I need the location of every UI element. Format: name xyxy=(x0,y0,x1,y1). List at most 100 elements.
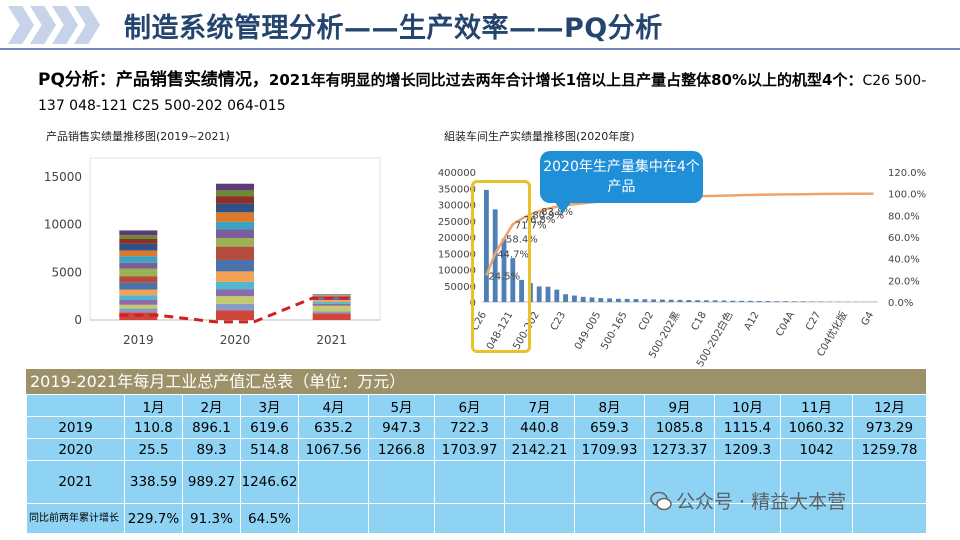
table-row: 同比前两年累计增长 229.7% 91.3% 64.5% xyxy=(26,503,927,534)
y-right-tick-label: 0.0% xyxy=(888,298,913,309)
pareto-bar xyxy=(554,289,560,302)
pareto-bar xyxy=(668,299,674,302)
month-header: 8月 xyxy=(574,394,645,417)
pareto-bar xyxy=(607,298,613,302)
table-cell: 947.3 xyxy=(368,416,435,439)
y-tick-label: 10000 xyxy=(44,218,82,232)
pareto-bar xyxy=(563,294,569,302)
callout-bubble: 2020年生产量集中在4个产品 xyxy=(540,151,703,213)
y-right-tick-label: 100.0% xyxy=(888,190,926,201)
x-tick-label: C02 xyxy=(637,310,656,333)
pareto-bar xyxy=(501,238,507,302)
table-cell: 1042 xyxy=(780,438,853,461)
pareto-bar xyxy=(598,298,604,302)
chart2-title: 組装车间生产实绩量推移图(2020年度) xyxy=(444,130,635,143)
pareto-bar xyxy=(783,301,789,302)
table-cell xyxy=(644,503,715,534)
table-cell: 659.3 xyxy=(574,416,645,439)
table-cell xyxy=(780,460,853,504)
stacked-bar-segment xyxy=(312,305,351,312)
table-cell: 635.2 xyxy=(298,416,369,439)
table-cell xyxy=(298,503,369,534)
y-left-tick-label: 100000 xyxy=(438,266,476,277)
stacked-bar-segment xyxy=(216,289,254,297)
stacked-bar-segment xyxy=(119,235,158,239)
stacked-bar-segment xyxy=(216,183,254,191)
y-tick-label: 15000 xyxy=(44,170,82,184)
stacked-bar-segment xyxy=(312,299,351,302)
table-cell: 25.5 xyxy=(124,438,183,461)
stacked-bar-segment xyxy=(312,311,351,314)
month-header: 5月 xyxy=(368,394,435,417)
table-cell xyxy=(714,503,781,534)
pareto-bar xyxy=(615,298,621,302)
stacked-bar-segment xyxy=(216,203,254,213)
pareto-bar xyxy=(642,299,648,302)
table-cell xyxy=(368,460,435,504)
cumulative-pct-label: 80.9% xyxy=(532,210,564,221)
month-header: 9月 xyxy=(644,394,715,417)
stacked-bar-segment xyxy=(119,308,158,313)
stacked-bar-segment xyxy=(119,289,158,296)
stacked-bar-segment xyxy=(216,212,254,222)
sales-stacked-chart: 0 5000 10000 15000 2019 2020 2021 xyxy=(44,157,381,347)
table-cell: 989.27 xyxy=(182,460,241,504)
cumulative-line xyxy=(485,192,874,276)
table-cell xyxy=(714,460,781,504)
y-tick-label: 5000 xyxy=(51,265,82,279)
intro-lead: PQ分析：产品销售实绩情况， xyxy=(38,70,269,90)
title-divider xyxy=(0,48,960,50)
table-cell xyxy=(368,503,435,534)
chart1-title: 产品销售实绩量推移图(2019~2021) xyxy=(46,130,230,143)
x-tick-label: G4 xyxy=(860,310,877,328)
table-cell xyxy=(504,460,575,504)
table-cell: 896.1 xyxy=(182,416,241,439)
table-cell: 1703.97 xyxy=(434,438,505,461)
table-cell: 514.8 xyxy=(240,438,299,461)
table-cell: 973.29 xyxy=(852,416,927,439)
table-cell: 619.6 xyxy=(240,416,299,439)
row-label: 2019 xyxy=(26,416,125,439)
table-cell: 1259.78 xyxy=(852,438,927,461)
pareto-bar xyxy=(571,295,577,302)
row-label: 同比前两年累计增长 xyxy=(26,503,125,534)
pareto-bar xyxy=(739,300,745,302)
pareto-bar xyxy=(510,258,516,302)
table-cell: 1273.37 xyxy=(644,438,715,461)
page-title: 制造系统管理分析——生产效率——PQ分析 xyxy=(124,13,663,44)
pareto-bar xyxy=(589,297,595,302)
table-cell: 110.8 xyxy=(124,416,183,439)
stacked-bar-segment xyxy=(312,313,351,320)
stacked-bar-segment xyxy=(216,238,254,247)
table-cell: 338.59 xyxy=(124,460,183,504)
pareto-bar xyxy=(730,300,736,302)
table-cell xyxy=(298,460,369,504)
y-right-tick-label: 40.0% xyxy=(888,255,920,266)
row-label: 2020 xyxy=(26,438,125,461)
stacked-bar-segment xyxy=(119,262,158,269)
x-tick-label: C23 xyxy=(549,310,568,333)
table-row: 2019 110.8 896.1 619.6 635.2 947.3 722.3… xyxy=(26,416,927,439)
table-row: 2021 338.59 989.27 1246.62 xyxy=(26,460,927,504)
x-tick-label: 2021 xyxy=(316,333,347,347)
x-tick-label: 2020 xyxy=(220,333,251,347)
pareto-bar xyxy=(800,301,806,302)
y-left-tick-label: 50000 xyxy=(444,282,476,293)
stacked-bar-segment xyxy=(119,239,158,244)
pareto-bar xyxy=(536,286,542,302)
pareto-bar xyxy=(791,301,797,302)
y-left-tick-label: 400000 xyxy=(438,168,476,179)
cumulative-pct-label: 58.4% xyxy=(506,235,538,246)
x-tick-label: 2019 xyxy=(123,333,154,347)
stacked-bar-segment xyxy=(119,250,158,257)
table-cell xyxy=(434,503,505,534)
stacked-bar-segment xyxy=(119,299,158,305)
stacked-bar-segment xyxy=(216,190,254,197)
monthly-output-table: 2019-2021年每月工业总产值汇总表（单位：万元） 1月 2月 3月 4月 … xyxy=(26,369,927,534)
pareto-bar xyxy=(765,301,771,302)
y-right-tick-label: 120.0% xyxy=(888,168,926,179)
month-header: 7月 xyxy=(504,394,575,417)
stacked-bar-segment xyxy=(216,196,254,204)
watermark-text: 公众号 · 精益大本营 xyxy=(676,491,847,513)
intro-models: C26 500-137 048-121 C25 500-202 064-015 xyxy=(38,73,927,114)
